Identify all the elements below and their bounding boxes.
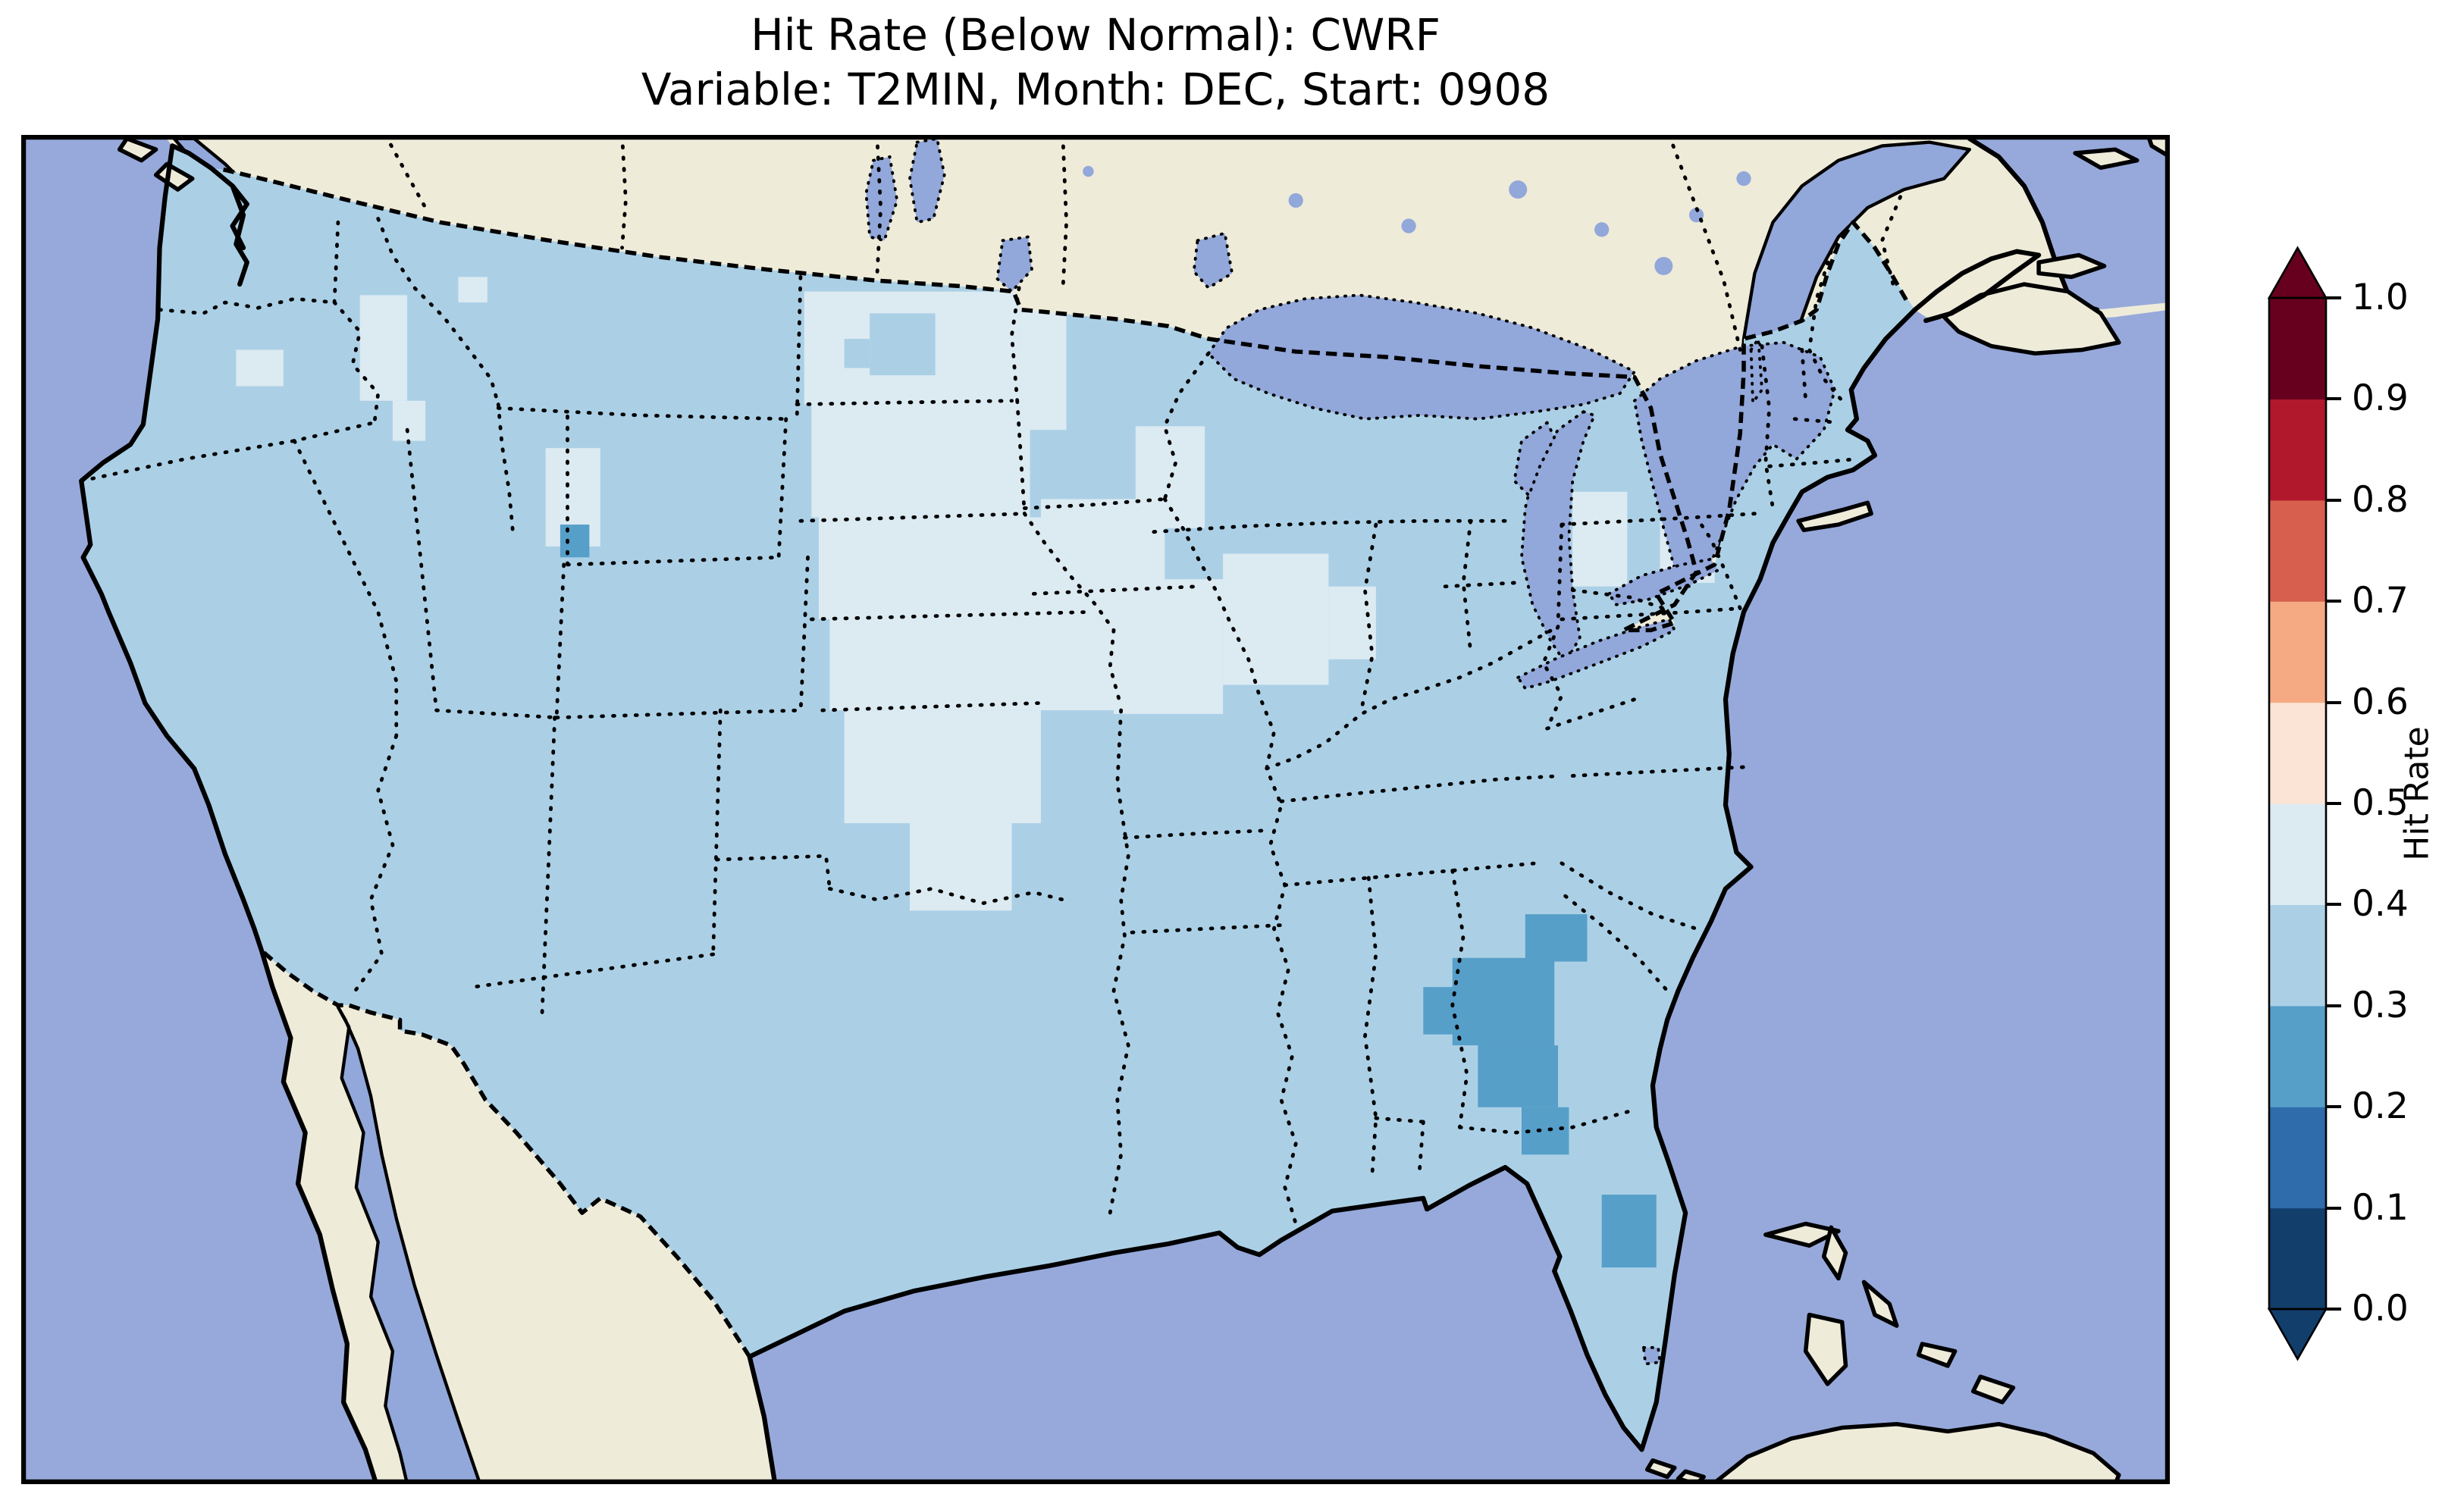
province-borders: [383, 135, 1902, 352]
state-borders: [79, 217, 1859, 1226]
florida-keys: [1644, 1458, 1677, 1480]
bahamas-island: [1763, 1221, 1841, 1248]
colorbar-tick-label: 1.0: [2352, 277, 2409, 318]
vancouver-island: [153, 161, 195, 192]
map-frame: [21, 135, 2170, 1484]
canada-lake-dot: [1509, 180, 1528, 199]
colorbar-tick-label: 0.9: [2352, 377, 2409, 420]
patches-0.4-0.5: [236, 277, 1715, 911]
canada-lake-dot: [1288, 193, 1303, 208]
title-line-1: Hit Rate (Below Normal): CWRF: [751, 9, 1440, 61]
lake-of-the-woods: [995, 235, 1033, 293]
bahamas-island: [1916, 1342, 1958, 1368]
canada-lake-dot: [1654, 256, 1673, 275]
newfoundland-sliver: [2146, 135, 2170, 159]
pacific-coastline: [79, 143, 379, 1484]
colorbar-tick-mark: [2326, 1206, 2341, 1210]
colorbar-tick-label: 0.8: [2352, 478, 2409, 521]
colorbar-tick-label: 0.3: [2352, 984, 2409, 1026]
nova-scotia: [1942, 282, 2121, 356]
us-hit-rate-grid: [81, 146, 1915, 1450]
canada-lake-dot: [1401, 218, 1416, 233]
colorbar-bin-0.0-0.1: [2269, 1207, 2326, 1310]
us-canada-border: [222, 167, 1910, 633]
colorbar: [2267, 246, 2328, 1361]
canada-lake-dot: [1736, 171, 1751, 186]
atlantic-gulf-ocean: [749, 309, 2170, 1484]
green-bay: [1513, 421, 1556, 497]
colorbar-tick-mark: [2326, 1105, 2341, 1109]
bahamas-island: [1861, 1279, 1899, 1328]
colorbar-label: Hit Rate: [2397, 726, 2437, 861]
long-island: [1796, 500, 1873, 533]
colorbar-tick-label: 0.4: [2352, 883, 2409, 926]
map-axes: [21, 135, 2170, 1484]
canada-lake-dot: [1594, 222, 1610, 237]
lake-erie: [1516, 618, 1676, 691]
colorbar-bin-0.9-1.0: [2269, 298, 2326, 399]
bahamas-island: [1970, 1374, 2016, 1405]
colorbar-tick-label: 0.0: [2352, 1288, 2409, 1330]
cuba: [1710, 1421, 2121, 1484]
colorbar-tick-label: 0.5: [2352, 782, 2409, 824]
colorbar-bin-0.2-0.3: [2269, 1005, 2326, 1107]
colorbar-bin-0.6-0.7: [2269, 601, 2326, 703]
bahamas-island: [1821, 1225, 1848, 1281]
colorbar-tick-mark: [2326, 700, 2341, 704]
bahamas-island: [1803, 1312, 1848, 1386]
us-mexico-border: [260, 949, 751, 1358]
colorbar-extend-under-arrow: [2267, 1308, 2328, 1361]
patches-0.3-0.4-inner: [844, 313, 936, 376]
anticosti-island: [2073, 147, 2140, 171]
colorbar-extend-over-arrow: [2267, 246, 2328, 299]
canada-lake-dot: [1083, 165, 1094, 177]
colorbar-tick-mark: [2326, 903, 2341, 907]
colorbar-tick-label: 0.1: [2352, 1186, 2409, 1229]
colorbar-tick-mark: [2326, 397, 2341, 401]
colorbar-tick-mark: [2326, 1308, 2341, 1311]
conus-map: [21, 135, 2170, 1484]
colorbar-tick-mark: [2326, 802, 2341, 805]
colorbar-tick-mark: [2326, 600, 2341, 603]
colorbar-tick-label: 0.6: [2352, 681, 2409, 723]
lake-nipigon: [1192, 231, 1234, 290]
puget-sound-coastline: [170, 143, 249, 287]
colorbar-bin-0.8-0.9: [2269, 399, 2326, 501]
figure-title: Hit Rate (Below Normal): CWRF Variable: …: [21, 8, 2170, 117]
title-line-2: Variable: T2MIN, Month: DEC, Start: 0908: [641, 64, 1550, 115]
colorbar-tick-label: 0.2: [2352, 1085, 2409, 1128]
colorbar-bin-0.3-0.4: [2269, 904, 2326, 1007]
colorbar-bin-0.4-0.5: [2269, 803, 2326, 905]
lake-champlain: [1749, 337, 1763, 405]
gulf-of-california: [336, 1005, 482, 1484]
islands: [117, 135, 2170, 1484]
atlantic-gulf-coastline: [747, 307, 1917, 1484]
lake-michigan: [1520, 410, 1596, 665]
lake-okeechobee: [1641, 1345, 1662, 1366]
bay-of-fundy-coastline: [1912, 249, 2042, 324]
lake-ontario: [1607, 557, 1720, 606]
vancouver-island: [117, 136, 158, 163]
colorbar-bin-0.5-0.6: [2269, 702, 2326, 804]
colorbar-bin-0.7-0.8: [2269, 500, 2326, 602]
lake-winnipeg: [908, 136, 946, 224]
prince-edward-island: [2036, 252, 2107, 280]
colorbar-tick-mark: [2326, 1004, 2341, 1007]
lake-superior: [1206, 293, 1636, 421]
pacific-ocean: [21, 135, 377, 1484]
colorbar-tick-mark: [2326, 498, 2341, 502]
lake-manitoba: [864, 155, 899, 243]
colorbar-tick-mark: [2326, 296, 2341, 299]
colorbar-bin-0.1-0.2: [2269, 1107, 2326, 1209]
colorbar-tick-label: 0.7: [2352, 580, 2409, 622]
patches-0.2-0.3: [560, 525, 1657, 1268]
